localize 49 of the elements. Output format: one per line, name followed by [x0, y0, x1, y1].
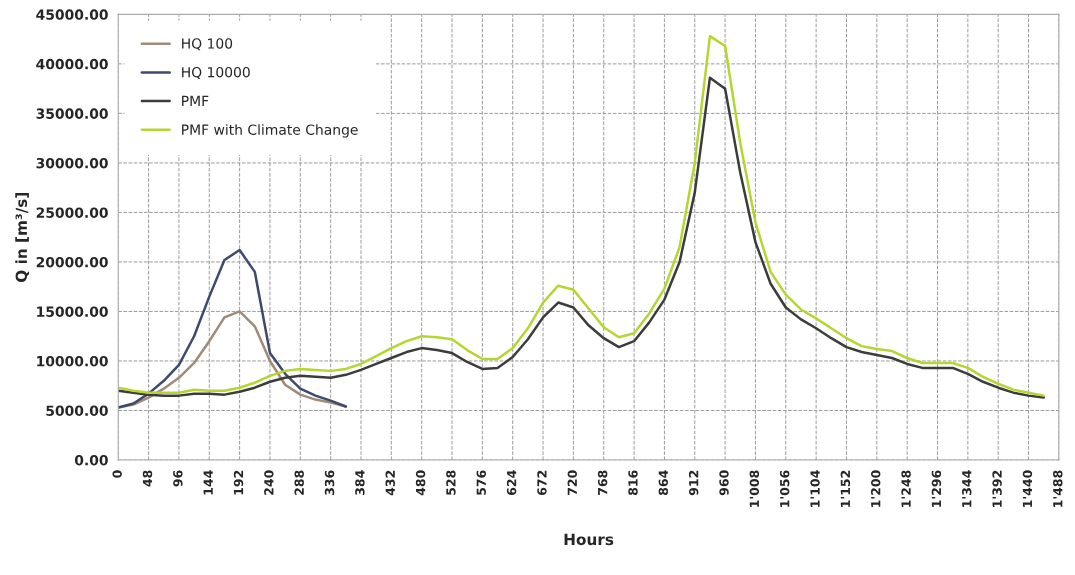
x-tick-label: 672	[537, 470, 547, 496]
x-tick-label: 48	[142, 470, 153, 487]
x-tick-label: 720	[567, 470, 578, 495]
legend-label: PMF with Climate Change	[182, 124, 358, 138]
legend-label: HQ 100	[182, 38, 233, 51]
x-tick-label: 480	[415, 470, 426, 496]
x-tick-label: 1'344	[962, 470, 972, 507]
line-series	[118, 248, 348, 409]
y-tick-label: 35000.00	[36, 108, 108, 119]
legend-label: HQ 10000	[182, 66, 250, 80]
y-tick-label: 40000.00	[36, 58, 108, 70]
x-tick-label: 96	[173, 470, 183, 487]
x-axis-title: Hours	[564, 533, 614, 546]
x-tick-label: 768	[597, 470, 608, 495]
y-tick-label: 15000.00	[37, 306, 108, 317]
x-tick-label: 1'104	[810, 470, 820, 507]
x-tick-label: 576	[476, 470, 486, 495]
x-tick-label: 0	[112, 470, 122, 478]
x-tick-label: 1'488	[1053, 470, 1063, 507]
x-tick-label: 1'056	[779, 470, 790, 507]
x-tick-label: 192	[233, 470, 244, 495]
y-tick-label: 25000.00	[36, 207, 108, 218]
x-tick-label: 1'296	[931, 470, 942, 507]
y-tick-label: 10000.00	[37, 355, 108, 367]
y-tick-label: 45000.00	[36, 9, 108, 20]
x-tick-label: 1'152	[840, 470, 851, 507]
x-tick-label: 144	[203, 470, 213, 495]
x-tick-label: 816	[628, 470, 638, 496]
x-tick-label: 1'440	[1022, 470, 1033, 507]
x-tick-label: 384	[355, 470, 365, 495]
y-axis-title: Q in [m³/s]	[15, 193, 30, 282]
x-tick-label: 432	[385, 470, 395, 496]
y-tick-label: 20000.00	[36, 256, 108, 268]
x-tick-label: 624	[506, 470, 517, 496]
y-tick-label: 0.00	[74, 454, 108, 466]
x-tick-label: 528	[446, 470, 456, 495]
x-tick-label: 1'008	[749, 470, 760, 507]
y-tick-label: 5000.00	[46, 405, 108, 416]
x-tick-label: 336	[324, 470, 335, 495]
x-tick-label: 864	[658, 470, 669, 496]
x-tick-label: 288	[294, 470, 304, 495]
x-tick-label: 960	[719, 470, 729, 496]
legend-label: PMF	[182, 95, 209, 106]
x-tick-label: 912	[688, 470, 699, 496]
y-tick-label: 30000.00	[36, 157, 108, 169]
x-tick-label: 1'248	[901, 470, 911, 507]
x-tick-label: 1'392	[992, 470, 1002, 507]
x-tick-label: 240	[264, 470, 274, 495]
x-tick-label: 1'200	[870, 470, 881, 507]
